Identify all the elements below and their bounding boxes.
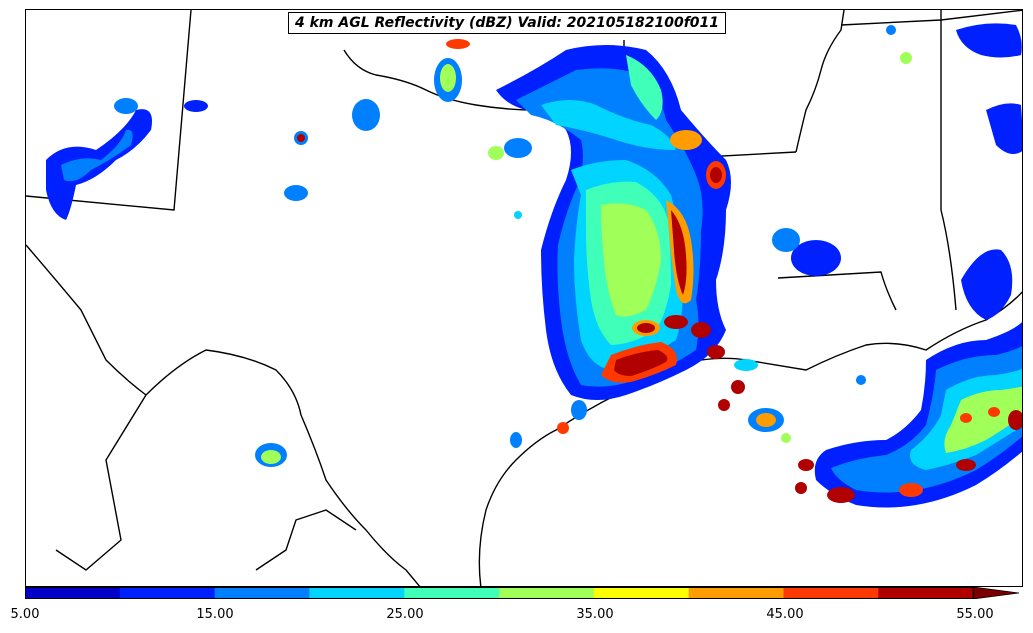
storm-cell — [664, 315, 688, 329]
storm-cell — [988, 407, 1000, 417]
storm-cell — [1008, 410, 1022, 430]
storm-cell — [798, 459, 814, 471]
storm-region — [961, 249, 1013, 320]
storm-cell — [297, 134, 305, 142]
storm-cell — [795, 482, 807, 494]
storm-cell — [772, 228, 800, 252]
storm-cell — [61, 129, 133, 182]
colorbar-extend-arrow — [972, 587, 1020, 599]
storm-cell — [691, 322, 711, 338]
gulf-coastline — [478, 291, 1022, 586]
storm-cell — [707, 345, 725, 359]
colorbar-bin — [688, 587, 784, 599]
mexico-state-line-2 — [255, 509, 357, 571]
storm-cell — [510, 432, 522, 448]
ar-ms-river — [795, 10, 845, 153]
storm-cell — [514, 211, 522, 219]
colorbar-tick-label: 35.00 — [576, 607, 614, 622]
storm-region — [541, 100, 676, 150]
colorbar-tick-label: 15.00 — [196, 607, 234, 622]
storm-cell — [637, 323, 655, 333]
colorbar-outline — [25, 587, 975, 599]
storm-cell — [886, 25, 896, 35]
colorbar-tick-label: 25.00 — [386, 607, 424, 622]
storm-region — [956, 23, 1022, 58]
storm-cell — [710, 167, 722, 183]
map-panel — [25, 9, 1023, 587]
storm-region — [671, 210, 687, 295]
colorbar-bin — [404, 587, 500, 599]
storm-region — [626, 55, 663, 120]
storm-cell — [900, 52, 912, 64]
storm-cell — [488, 146, 504, 160]
colorbar-bin — [593, 587, 690, 599]
storm-cell — [504, 138, 532, 158]
colorbar-tick-label: 55.00 — [956, 607, 994, 622]
boundary-lines — [26, 10, 1022, 586]
storm-cell — [446, 39, 470, 49]
storm-cell — [856, 375, 866, 385]
reflectivity-squall-line — [496, 45, 841, 448]
state-border-nm-co — [26, 10, 192, 211]
tn-border — [840, 10, 1022, 26]
colorbar-bin — [309, 587, 405, 599]
map-title: 4 km AGL Reflectivity (dBZ) Valid: 20210… — [288, 12, 727, 34]
reflectivity-cells-west — [46, 39, 532, 467]
colorbar-bin — [783, 587, 879, 599]
colorbar — [25, 587, 1020, 599]
storm-cell — [827, 487, 855, 503]
mexico-border — [145, 349, 421, 586]
storm-cell — [184, 100, 208, 112]
colorbar-tick-label: 5.00 — [10, 607, 40, 622]
storm-cell — [718, 399, 730, 411]
storm-cell — [284, 185, 308, 201]
storm-cell — [781, 433, 791, 443]
storm-cell — [440, 64, 456, 92]
storm-cell — [352, 99, 380, 131]
ms-al-border — [940, 10, 957, 311]
colorbar-bin — [878, 587, 974, 599]
storm-cell — [756, 413, 776, 427]
storm-region — [986, 103, 1022, 154]
storm-cell — [960, 413, 972, 423]
mexico-state-line-1 — [55, 394, 147, 571]
storm-region — [601, 203, 661, 317]
reflectivity-cells-east — [795, 23, 1022, 508]
colorbar-bin — [214, 587, 310, 599]
storm-cell — [731, 380, 745, 394]
colorbar-bin — [499, 587, 595, 599]
reflectivity-map — [26, 10, 1022, 586]
storm-cell — [791, 240, 841, 276]
colorbar-bin — [119, 587, 216, 599]
storm-cell — [571, 400, 587, 420]
colorbar-tick-label: 45.00 — [766, 607, 804, 622]
storm-cell — [670, 130, 702, 150]
storm-cell — [261, 450, 281, 464]
state-border-nm-tx — [26, 244, 147, 396]
storm-region — [944, 386, 1022, 453]
storm-cell — [956, 459, 976, 471]
la-ms-border — [777, 271, 897, 311]
storm-cell — [557, 422, 569, 434]
colorbar-bin — [25, 587, 121, 599]
storm-cell — [899, 483, 923, 497]
storm-region — [614, 350, 668, 376]
colorbar-bins — [25, 587, 974, 599]
storm-cell — [734, 359, 758, 371]
storm-cell — [114, 98, 138, 114]
